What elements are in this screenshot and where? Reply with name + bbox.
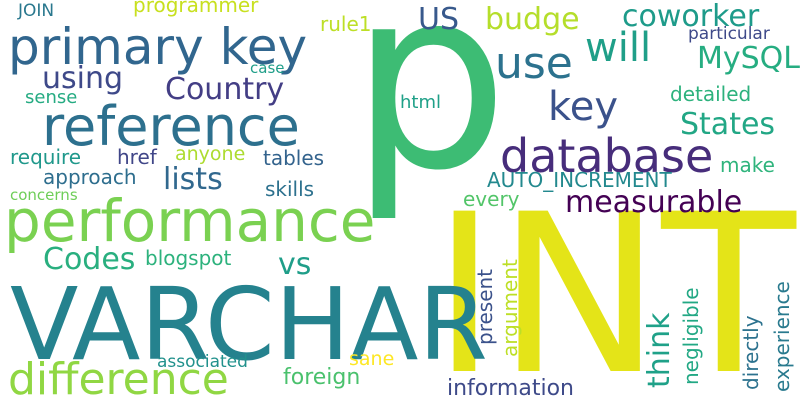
- word-particular: particular: [688, 24, 770, 44]
- word-difference: difference: [8, 354, 229, 400]
- word-require: require: [10, 145, 82, 169]
- word-every: every: [463, 187, 520, 211]
- word-skills: skills: [265, 177, 315, 201]
- word-argument: argument: [498, 259, 522, 357]
- word-key: key: [548, 84, 619, 130]
- word-codes: Codes: [43, 242, 136, 277]
- word-html: html: [400, 92, 442, 113]
- word-experience: experience: [770, 281, 794, 392]
- word-using: using: [42, 61, 124, 96]
- word-performance: performance: [4, 187, 376, 255]
- word-href: href: [117, 145, 157, 169]
- word-present: present: [473, 268, 497, 345]
- word-detailed: detailed: [670, 82, 752, 106]
- word-anyone: anyone: [175, 143, 246, 165]
- word-budge: budge: [485, 2, 580, 37]
- word-coworker: coworker: [622, 0, 760, 34]
- word-country: Country: [165, 72, 285, 107]
- word-negligible: negligible: [679, 287, 703, 385]
- word-measurable: measurable: [565, 185, 743, 220]
- word-mysql: MySQL: [697, 41, 800, 76]
- word-tables: tables: [263, 146, 325, 170]
- word-sense: sense: [25, 87, 78, 108]
- word-concerns: concerns: [10, 186, 78, 204]
- word-foreign: foreign: [283, 365, 361, 390]
- word-case: case: [250, 59, 285, 77]
- word-programmer: programmer: [133, 0, 259, 17]
- word-us: US: [418, 2, 460, 37]
- word-lists: lists: [163, 162, 223, 197]
- word-varchar: VARCHAR: [10, 266, 488, 383]
- word-approach: approach: [43, 165, 137, 189]
- word-auto-increment: AUTO_INCREMENT: [487, 168, 672, 192]
- word-int: INT: [432, 167, 796, 400]
- word-blogspot: blogspot: [145, 246, 232, 270]
- word-directly: directly: [739, 315, 763, 390]
- word-information: information: [447, 376, 574, 400]
- word-sane: sane: [349, 348, 395, 370]
- word-reference: reference: [42, 95, 300, 158]
- word-will: will: [585, 25, 652, 71]
- word-states: States: [680, 107, 776, 142]
- word-database: database: [500, 129, 714, 183]
- word-primary-key: primary key: [8, 18, 308, 76]
- word-vs: vs: [278, 247, 312, 282]
- word-join: JOIN: [18, 1, 55, 21]
- word-associated: associated: [157, 352, 248, 372]
- word-rule1: rule1: [320, 12, 372, 36]
- word-use: use: [495, 38, 573, 89]
- word-think: think: [642, 312, 677, 389]
- word-p: p: [350, 0, 509, 225]
- word-make: make: [720, 153, 775, 177]
